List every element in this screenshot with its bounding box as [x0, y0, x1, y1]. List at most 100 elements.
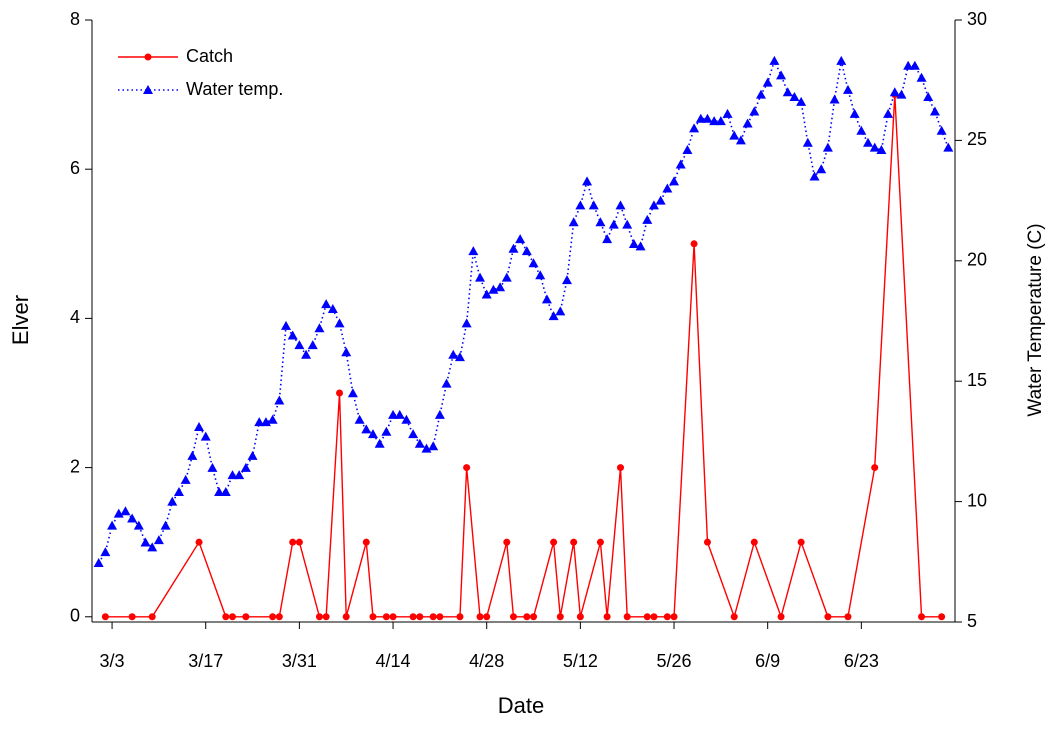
marker — [722, 108, 733, 118]
marker — [128, 613, 136, 621]
y2-tick-label: 20 — [967, 250, 987, 270]
legend-label: Catch — [186, 46, 233, 66]
y2-tick-label: 15 — [967, 370, 987, 390]
marker — [762, 77, 773, 87]
marker — [863, 137, 874, 147]
marker — [670, 613, 678, 621]
marker — [488, 284, 499, 294]
x-tick-label: 4/14 — [376, 651, 411, 671]
marker — [113, 508, 124, 518]
marker — [421, 443, 432, 453]
marker — [769, 55, 780, 65]
marker — [797, 538, 805, 546]
marker — [274, 395, 285, 405]
marker — [374, 438, 385, 448]
y2-tick-label: 10 — [967, 490, 987, 510]
marker — [550, 538, 558, 546]
marker — [144, 53, 152, 61]
marker — [602, 234, 613, 244]
marker — [342, 613, 350, 621]
marker — [809, 171, 820, 181]
marker — [523, 613, 531, 621]
marker — [336, 389, 344, 397]
marker — [222, 613, 230, 621]
marker — [556, 613, 564, 621]
marker — [287, 330, 298, 340]
marker — [695, 113, 706, 123]
marker — [824, 613, 832, 621]
marker — [441, 378, 452, 388]
marker — [903, 60, 914, 70]
marker — [107, 520, 118, 530]
marker — [936, 125, 947, 135]
marker — [648, 200, 659, 210]
marker — [267, 414, 278, 424]
y-tick-label: 2 — [70, 456, 80, 476]
marker — [454, 352, 465, 362]
marker — [883, 108, 894, 118]
marker — [133, 520, 144, 530]
x-tick-label: 3/31 — [282, 651, 317, 671]
y-tick-label: 0 — [70, 606, 80, 626]
marker — [642, 214, 653, 224]
marker — [167, 496, 178, 506]
marker — [715, 116, 726, 126]
marker — [576, 613, 584, 621]
marker — [802, 137, 813, 147]
marker — [782, 87, 793, 97]
marker — [615, 200, 626, 210]
marker — [622, 219, 633, 229]
marker — [388, 409, 399, 419]
marker — [515, 234, 526, 244]
marker — [789, 92, 800, 102]
marker — [628, 238, 639, 248]
marker — [923, 92, 934, 102]
marker — [275, 613, 283, 621]
marker — [448, 349, 459, 359]
marker — [575, 200, 586, 210]
marker — [689, 123, 700, 133]
marker — [822, 142, 833, 152]
marker — [381, 426, 392, 436]
marker — [327, 303, 338, 313]
marker — [669, 176, 680, 186]
marker — [307, 340, 318, 350]
marker — [294, 340, 305, 350]
y2-axis-label: Water Temperature (C) — [1025, 223, 1046, 416]
marker — [521, 246, 532, 256]
marker — [434, 409, 445, 419]
marker — [93, 558, 104, 568]
marker — [281, 320, 292, 330]
marker — [844, 613, 852, 621]
y-tick-label: 8 — [70, 9, 80, 29]
marker — [777, 613, 785, 621]
marker — [909, 60, 920, 70]
marker — [842, 84, 853, 94]
y-tick-label: 6 — [70, 158, 80, 178]
marker — [561, 275, 572, 285]
marker — [409, 613, 417, 621]
marker — [541, 294, 552, 304]
marker — [856, 125, 867, 135]
marker — [929, 106, 940, 116]
marker — [896, 89, 907, 99]
marker — [742, 118, 753, 128]
marker — [703, 538, 711, 546]
marker — [582, 176, 593, 186]
marker — [389, 613, 397, 621]
marker — [436, 613, 444, 621]
marker — [635, 241, 646, 251]
marker — [568, 217, 579, 227]
marker — [916, 72, 927, 82]
marker — [369, 613, 377, 621]
marker — [535, 270, 546, 280]
marker — [643, 613, 651, 621]
marker — [776, 70, 787, 80]
marker — [408, 429, 419, 439]
x-tick-label: 3/17 — [188, 651, 223, 671]
marker — [509, 613, 517, 621]
marker — [354, 414, 365, 424]
marker — [127, 513, 138, 523]
marker — [147, 542, 158, 552]
marker — [501, 272, 512, 282]
